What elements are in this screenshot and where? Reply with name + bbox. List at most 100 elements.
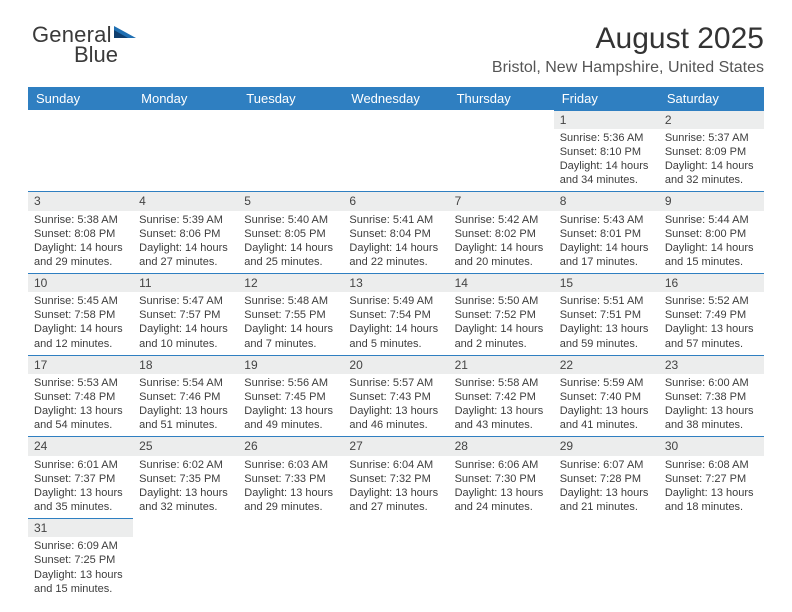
weekday-header: Tuesday xyxy=(238,87,343,110)
day-info: Sunrise: 5:39 AMSunset: 8:06 PMDaylight:… xyxy=(133,211,238,273)
day-number: 6 xyxy=(343,191,448,210)
page-title: August 2025 xyxy=(28,22,764,57)
day-number: 3 xyxy=(28,191,133,210)
calendar-cell: 12Sunrise: 5:48 AMSunset: 7:55 PMDayligh… xyxy=(238,273,343,355)
day-info: Sunrise: 5:52 AMSunset: 7:49 PMDaylight:… xyxy=(659,292,764,354)
calendar-cell xyxy=(133,518,238,600)
day-info: Sunrise: 5:49 AMSunset: 7:54 PMDaylight:… xyxy=(343,292,448,354)
calendar-cell xyxy=(343,518,448,600)
calendar-cell xyxy=(449,518,554,600)
day-number: 18 xyxy=(133,355,238,374)
calendar-cell: 13Sunrise: 5:49 AMSunset: 7:54 PMDayligh… xyxy=(343,273,448,355)
day-info: Sunrise: 5:44 AMSunset: 8:00 PMDaylight:… xyxy=(659,211,764,273)
day-info: Sunrise: 5:56 AMSunset: 7:45 PMDaylight:… xyxy=(238,374,343,436)
calendar-week-row: 1Sunrise: 5:36 AMSunset: 8:10 PMDaylight… xyxy=(28,110,764,192)
day-info: Sunrise: 5:59 AMSunset: 7:40 PMDaylight:… xyxy=(554,374,659,436)
calendar-cell: 17Sunrise: 5:53 AMSunset: 7:48 PMDayligh… xyxy=(28,355,133,437)
calendar-cell: 8Sunrise: 5:43 AMSunset: 8:01 PMDaylight… xyxy=(554,191,659,273)
calendar-cell: 9Sunrise: 5:44 AMSunset: 8:00 PMDaylight… xyxy=(659,191,764,273)
day-number: 2 xyxy=(659,110,764,129)
weekday-header: Wednesday xyxy=(343,87,448,110)
brand-part2: Blue xyxy=(74,42,118,67)
weekday-header: Saturday xyxy=(659,87,764,110)
calendar-week-row: 24Sunrise: 6:01 AMSunset: 7:37 PMDayligh… xyxy=(28,436,764,518)
day-info: Sunrise: 5:38 AMSunset: 8:08 PMDaylight:… xyxy=(28,211,133,273)
calendar-cell xyxy=(133,110,238,192)
day-info: Sunrise: 5:58 AMSunset: 7:42 PMDaylight:… xyxy=(449,374,554,436)
day-number: 11 xyxy=(133,273,238,292)
day-info: Sunrise: 5:41 AMSunset: 8:04 PMDaylight:… xyxy=(343,211,448,273)
day-number: 17 xyxy=(28,355,133,374)
calendar-cell: 28Sunrise: 6:06 AMSunset: 7:30 PMDayligh… xyxy=(449,436,554,518)
calendar-cell: 25Sunrise: 6:02 AMSunset: 7:35 PMDayligh… xyxy=(133,436,238,518)
day-info: Sunrise: 6:03 AMSunset: 7:33 PMDaylight:… xyxy=(238,456,343,518)
calendar-cell: 29Sunrise: 6:07 AMSunset: 7:28 PMDayligh… xyxy=(554,436,659,518)
calendar-body: 1Sunrise: 5:36 AMSunset: 8:10 PMDaylight… xyxy=(28,110,764,600)
calendar-cell: 27Sunrise: 6:04 AMSunset: 7:32 PMDayligh… xyxy=(343,436,448,518)
day-info: Sunrise: 6:04 AMSunset: 7:32 PMDaylight:… xyxy=(343,456,448,518)
calendar-week-row: 17Sunrise: 5:53 AMSunset: 7:48 PMDayligh… xyxy=(28,355,764,437)
day-number: 20 xyxy=(343,355,448,374)
day-info: Sunrise: 6:09 AMSunset: 7:25 PMDaylight:… xyxy=(28,537,133,599)
weekday-header: Thursday xyxy=(449,87,554,110)
day-number: 26 xyxy=(238,436,343,455)
day-info: Sunrise: 5:57 AMSunset: 7:43 PMDaylight:… xyxy=(343,374,448,436)
calendar-header-row: SundayMondayTuesdayWednesdayThursdayFrid… xyxy=(28,87,764,110)
day-info: Sunrise: 6:08 AMSunset: 7:27 PMDaylight:… xyxy=(659,456,764,518)
calendar-cell: 10Sunrise: 5:45 AMSunset: 7:58 PMDayligh… xyxy=(28,273,133,355)
day-number: 28 xyxy=(449,436,554,455)
day-number: 8 xyxy=(554,191,659,210)
calendar-cell xyxy=(238,110,343,192)
brand-part2-wrap: Blue xyxy=(74,42,118,68)
day-info: Sunrise: 5:40 AMSunset: 8:05 PMDaylight:… xyxy=(238,211,343,273)
calendar-cell xyxy=(554,518,659,600)
calendar-cell: 30Sunrise: 6:08 AMSunset: 7:27 PMDayligh… xyxy=(659,436,764,518)
day-number: 21 xyxy=(449,355,554,374)
calendar-cell: 7Sunrise: 5:42 AMSunset: 8:02 PMDaylight… xyxy=(449,191,554,273)
day-info: Sunrise: 6:07 AMSunset: 7:28 PMDaylight:… xyxy=(554,456,659,518)
calendar-cell: 4Sunrise: 5:39 AMSunset: 8:06 PMDaylight… xyxy=(133,191,238,273)
day-number: 10 xyxy=(28,273,133,292)
calendar-cell xyxy=(659,518,764,600)
day-info: Sunrise: 6:01 AMSunset: 7:37 PMDaylight:… xyxy=(28,456,133,518)
calendar-cell: 31Sunrise: 6:09 AMSunset: 7:25 PMDayligh… xyxy=(28,518,133,600)
day-info: Sunrise: 6:00 AMSunset: 7:38 PMDaylight:… xyxy=(659,374,764,436)
day-number: 25 xyxy=(133,436,238,455)
calendar-cell: 23Sunrise: 6:00 AMSunset: 7:38 PMDayligh… xyxy=(659,355,764,437)
calendar-cell: 21Sunrise: 5:58 AMSunset: 7:42 PMDayligh… xyxy=(449,355,554,437)
day-info: Sunrise: 5:36 AMSunset: 8:10 PMDaylight:… xyxy=(554,129,659,191)
calendar-cell xyxy=(238,518,343,600)
calendar-week-row: 31Sunrise: 6:09 AMSunset: 7:25 PMDayligh… xyxy=(28,518,764,600)
calendar-cell: 18Sunrise: 5:54 AMSunset: 7:46 PMDayligh… xyxy=(133,355,238,437)
calendar-cell: 20Sunrise: 5:57 AMSunset: 7:43 PMDayligh… xyxy=(343,355,448,437)
day-number: 30 xyxy=(659,436,764,455)
day-info: Sunrise: 6:02 AMSunset: 7:35 PMDaylight:… xyxy=(133,456,238,518)
calendar-cell: 11Sunrise: 5:47 AMSunset: 7:57 PMDayligh… xyxy=(133,273,238,355)
day-info: Sunrise: 6:06 AMSunset: 7:30 PMDaylight:… xyxy=(449,456,554,518)
day-number: 14 xyxy=(449,273,554,292)
calendar-cell: 6Sunrise: 5:41 AMSunset: 8:04 PMDaylight… xyxy=(343,191,448,273)
day-number: 23 xyxy=(659,355,764,374)
day-number: 29 xyxy=(554,436,659,455)
calendar-cell xyxy=(28,110,133,192)
calendar-cell: 2Sunrise: 5:37 AMSunset: 8:09 PMDaylight… xyxy=(659,110,764,192)
calendar-cell: 22Sunrise: 5:59 AMSunset: 7:40 PMDayligh… xyxy=(554,355,659,437)
day-number: 13 xyxy=(343,273,448,292)
day-info: Sunrise: 5:51 AMSunset: 7:51 PMDaylight:… xyxy=(554,292,659,354)
day-info: Sunrise: 5:50 AMSunset: 7:52 PMDaylight:… xyxy=(449,292,554,354)
day-number: 12 xyxy=(238,273,343,292)
day-number: 31 xyxy=(28,518,133,537)
calendar-cell: 5Sunrise: 5:40 AMSunset: 8:05 PMDaylight… xyxy=(238,191,343,273)
page-subtitle: Bristol, New Hampshire, United States xyxy=(28,59,764,77)
day-info: Sunrise: 5:42 AMSunset: 8:02 PMDaylight:… xyxy=(449,211,554,273)
day-number: 9 xyxy=(659,191,764,210)
day-info: Sunrise: 5:43 AMSunset: 8:01 PMDaylight:… xyxy=(554,211,659,273)
calendar-cell xyxy=(449,110,554,192)
calendar-cell: 16Sunrise: 5:52 AMSunset: 7:49 PMDayligh… xyxy=(659,273,764,355)
calendar-week-row: 10Sunrise: 5:45 AMSunset: 7:58 PMDayligh… xyxy=(28,273,764,355)
day-number: 22 xyxy=(554,355,659,374)
day-info: Sunrise: 5:48 AMSunset: 7:55 PMDaylight:… xyxy=(238,292,343,354)
day-number: 4 xyxy=(133,191,238,210)
day-info: Sunrise: 5:54 AMSunset: 7:46 PMDaylight:… xyxy=(133,374,238,436)
day-number: 15 xyxy=(554,273,659,292)
